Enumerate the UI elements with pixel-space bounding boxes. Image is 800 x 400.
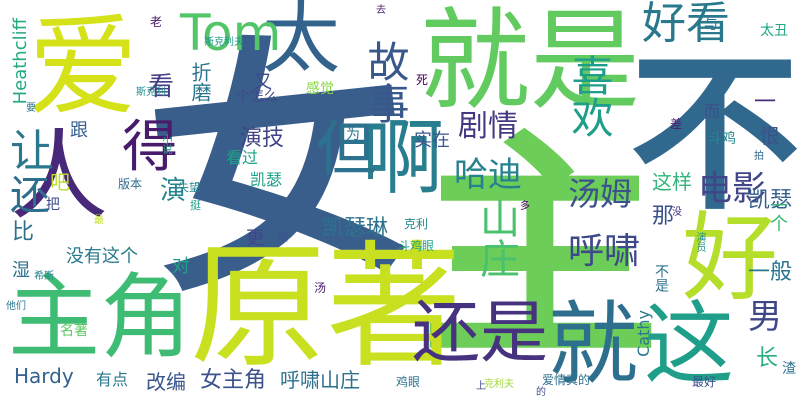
word-lao: 老: [150, 15, 163, 29]
word-kanguo: 看过: [226, 148, 259, 167]
word-zhemo: 折磨: [188, 62, 212, 102]
word-geng: 更: [246, 228, 264, 249]
word-duo: 多: [520, 201, 530, 212]
word-yi: 一: [754, 90, 777, 115]
word-shang: 上: [476, 381, 486, 392]
word-xisi: 希斯: [34, 271, 54, 282]
word-nvzhujiao: 女主角: [200, 368, 267, 393]
word-meiyouzhege: 没有这个: [66, 246, 138, 267]
word-yanyuan: 演员: [694, 232, 705, 252]
word-hao: 好: [682, 202, 778, 314]
word-kaise: 凯瑟: [748, 188, 793, 213]
word-ba2: 把: [46, 197, 60, 213]
word-a: 啊: [362, 111, 445, 206]
word-ren: 人: [10, 120, 109, 234]
word-zuihao: 最好: [692, 375, 717, 389]
word-ba: 吧: [50, 170, 70, 194]
word-tom: Tom: [180, 4, 282, 62]
word-huxiaoshanzhuang: 呼啸山庄: [280, 368, 360, 392]
word-douji: 斗鸡: [708, 131, 736, 147]
word-jiu: 就: [548, 292, 638, 397]
word-qu: 去: [376, 5, 386, 16]
word-xiaoshuo: 小说: [160, 134, 171, 154]
word-bi: 比: [12, 220, 35, 245]
word-shizai: 实在: [414, 130, 450, 151]
word-cha: 差: [670, 117, 683, 131]
word-gen: 跟: [70, 120, 88, 141]
word-shiwang: 失望: [178, 181, 200, 194]
word-tai: 太: [262, 0, 341, 84]
word-huxiao: 呼啸: [568, 231, 641, 272]
word-hai: 还: [10, 173, 50, 219]
word-kelifu: 克利夫: [484, 379, 514, 390]
word-yan: 演: [160, 176, 187, 206]
word-gushi: 故事: [361, 40, 410, 124]
word-de: 得: [122, 115, 178, 180]
word-zhe: 这: [644, 292, 734, 397]
word-sikeli: 斯克利: [136, 87, 166, 98]
word-xihuan: 喜欢: [565, 54, 614, 138]
word-wei: 为: [346, 127, 360, 143]
word-you: 又: [254, 72, 272, 93]
word-zhu: 主: [420, 110, 661, 390]
word-yige: 一个: [767, 196, 788, 232]
word-shanzhuang: 山庄: [473, 198, 519, 278]
word-rang: 让: [10, 126, 54, 177]
word-jiushi: 就是: [420, 0, 640, 125]
word-hadi: 哈迪: [454, 155, 522, 195]
word-kaise-small: 凯瑟: [250, 170, 283, 189]
word-bu: 不: [630, 36, 800, 234]
word-dianying: 电影: [698, 169, 766, 209]
word-hardy: Hardy: [14, 364, 74, 388]
word-heathcliff: Heathcliff: [10, 18, 31, 105]
word-yanji: 演技: [240, 126, 285, 151]
word-nan: 男: [748, 297, 782, 337]
word-dan: 但: [316, 115, 376, 185]
word-de2: 的: [536, 387, 546, 398]
word-kan: 看: [148, 72, 175, 102]
word-yan2: 眼: [278, 233, 288, 244]
word-doujiyan: 斗鸡眼: [398, 239, 435, 253]
word-gezenme: 个怎么: [236, 89, 278, 105]
word-jiyan: 鸡眼: [396, 375, 421, 389]
word-juqing: 剧情: [458, 109, 518, 144]
word-zui: 最: [94, 215, 104, 226]
word-cathy: Cathy: [634, 310, 653, 357]
word-er: 而: [704, 102, 721, 121]
word-dui: 对: [172, 256, 190, 277]
word-mei: 没: [672, 207, 682, 218]
word-bushi: 不是: [653, 264, 669, 292]
word-aiqingzhende: 爱情真的: [542, 373, 591, 387]
word-zhujiao: 主角: [8, 264, 193, 371]
word-gaibian: 改编: [146, 370, 186, 394]
word-chang: 长: [756, 346, 779, 371]
word-ai: 爱: [28, 3, 138, 131]
word-mingzhu: 名著: [60, 323, 88, 339]
word-banben: 版本: [118, 177, 143, 191]
word-tamen: 他们: [6, 301, 26, 312]
word-yiban: 一般: [748, 260, 793, 285]
word-tang: 汤: [314, 281, 327, 295]
word-tangmu: 汤姆: [568, 175, 633, 213]
word-pai: 拍: [754, 151, 764, 162]
word-haishi: 还是: [412, 294, 549, 373]
word-yuanzhu: 原著: [190, 229, 462, 387]
word-haokan: 好看: [642, 0, 730, 49]
word-sikelifu: 斯克利夫: [204, 37, 244, 48]
word-si: 死: [416, 73, 429, 87]
word-ganjue: 感觉: [306, 81, 334, 97]
word-yao: 要: [26, 103, 36, 114]
word-shi: 湿: [12, 260, 30, 281]
word-ting: 挺: [190, 199, 201, 212]
word-kaiselin: 凯瑟琳: [322, 216, 389, 241]
word-yu: 与: [704, 17, 718, 33]
word-na: 那: [652, 204, 675, 229]
word-keli: 克利: [404, 217, 429, 231]
word-hen: 恨: [760, 124, 780, 148]
word-zheyang: 这样: [652, 170, 692, 194]
word-youdian: 有点: [96, 370, 129, 389]
word-zha: 渣: [782, 361, 796, 377]
word-taichou: 太丑: [760, 23, 788, 39]
